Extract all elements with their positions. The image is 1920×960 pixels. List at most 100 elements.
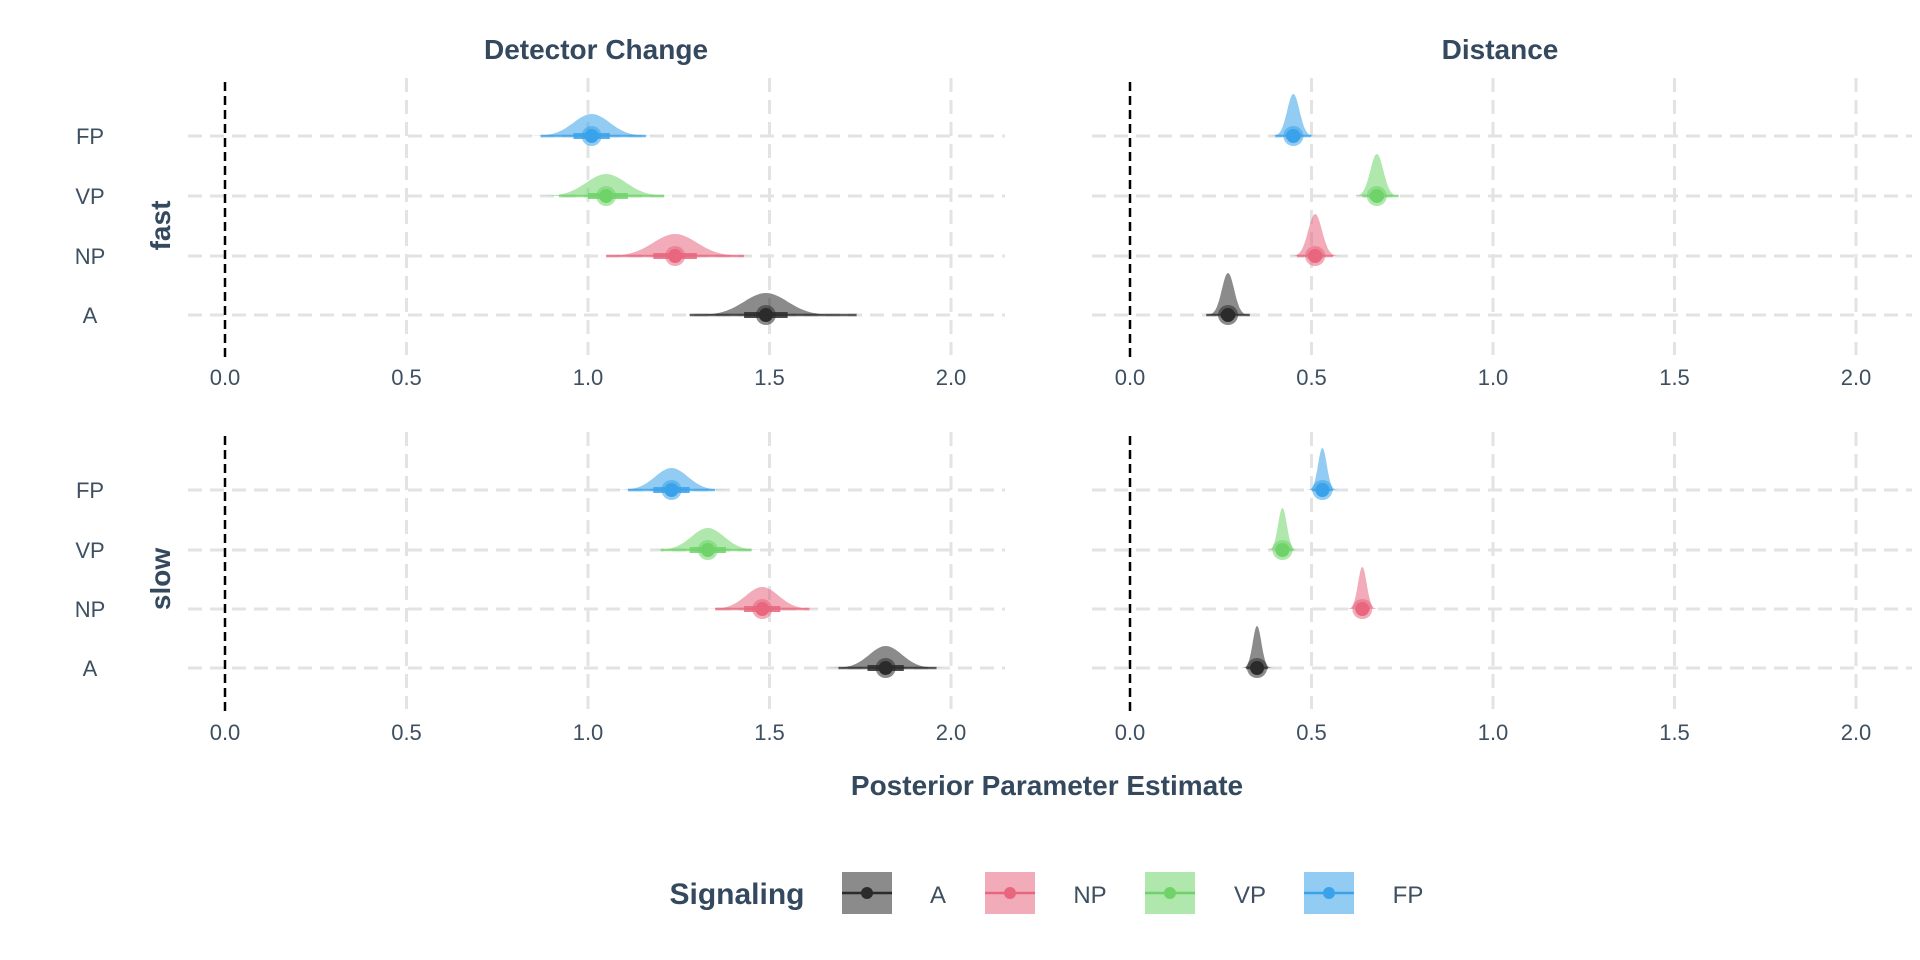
density-FP [1305, 448, 1340, 490]
density-NP [1287, 214, 1343, 256]
median-point-NP [668, 249, 683, 263]
halfeye-NP [588, 234, 763, 266]
halfeye-VP [1350, 154, 1403, 206]
panel-title-0: Detector Change [484, 34, 708, 65]
halfeye-A [1239, 626, 1275, 678]
chart-layer: Detector Change Distance fast slow FP VP NP A 0.… [75, 34, 1912, 914]
y-tick-label-NP: NP [75, 597, 106, 622]
legend-key-A [842, 872, 892, 914]
median-point-A [1221, 308, 1236, 322]
median-point-A [758, 308, 773, 322]
legend-point-NP [1004, 887, 1016, 899]
density-A [820, 646, 951, 668]
density-FP [606, 468, 737, 490]
x-tick-label-2.0: 2.0 [936, 720, 967, 745]
y-tick-label-VP: VP [75, 538, 104, 563]
y-tick-label-A: A [83, 303, 98, 328]
halfeye-FP [1268, 94, 1318, 146]
legend-label-A: A [930, 882, 946, 909]
density-FP [1268, 94, 1318, 136]
density-NP [696, 587, 828, 609]
x-tick-label-2.0: 2.0 [936, 365, 967, 390]
density-FP [519, 114, 665, 136]
density-VP [1350, 154, 1403, 196]
halfeye-NP [1344, 567, 1380, 619]
legend-point-FP [1323, 887, 1335, 899]
x-tick-label-0.0: 0.0 [1115, 720, 1146, 745]
x-tick-label-2.0: 2.0 [1841, 720, 1872, 745]
density-A [678, 293, 853, 315]
x-axis-title: Posterior Parameter Estimate [851, 770, 1243, 801]
median-point-VP [700, 543, 715, 557]
legend-key-VP [1145, 872, 1195, 914]
panel-fast-detector-change: FP VP NP A 0.0 0.5 1.0 1.5 2.0 [75, 78, 1005, 390]
density-VP [526, 174, 686, 196]
halfeye-FP [606, 468, 737, 500]
x-tick-label-0.5: 0.5 [1296, 720, 1327, 745]
legend-label-NP: NP [1073, 882, 1106, 909]
legend-point-A [861, 887, 873, 899]
legend-title: Signaling [670, 878, 805, 911]
halfeye-FP [1305, 448, 1340, 500]
panel-slow-distance: 0.0 0.5 1.0 1.5 2.0 [1092, 432, 1912, 745]
density-NP [1344, 567, 1380, 609]
median-point-VP [599, 189, 614, 203]
x-tick-label-2.0: 2.0 [1841, 365, 1872, 390]
x-tick-label-1.0: 1.0 [1478, 365, 1509, 390]
median-point-A [1250, 661, 1265, 675]
median-point-VP [1369, 189, 1384, 203]
halfeye-A [1203, 273, 1253, 325]
x-tick-label-1.5: 1.5 [754, 720, 785, 745]
x-tick-label-0.5: 0.5 [391, 720, 422, 745]
y-tick-label-NP: NP [75, 244, 106, 269]
halfeye-NP [1287, 214, 1343, 266]
panel-fast-distance: 0.0 0.5 1.0 1.5 2.0 [1092, 78, 1912, 390]
y-tick-label-FP: FP [76, 478, 104, 503]
x-tick-label-0.0: 0.0 [210, 720, 241, 745]
row-strip-slow: slow [145, 548, 176, 610]
x-tick-label-1.0: 1.0 [573, 365, 604, 390]
density-NP [588, 234, 763, 256]
legend-key-NP [985, 872, 1035, 914]
legend-label-FP: FP [1393, 882, 1424, 909]
y-tick-label-FP: FP [76, 124, 104, 149]
density-VP [642, 528, 774, 550]
median-point-FP [584, 129, 599, 143]
x-tick-label-1.5: 1.5 [1659, 720, 1690, 745]
y-tick-label-VP: VP [75, 184, 104, 209]
legend-point-VP [1164, 887, 1176, 899]
x-tick-label-0.5: 0.5 [391, 365, 422, 390]
median-point-A [878, 661, 893, 675]
median-point-NP [1308, 249, 1323, 263]
halfeye-NP [696, 587, 828, 619]
median-point-FP [1315, 483, 1330, 497]
median-point-NP [755, 602, 770, 616]
panel-slow-detector-change: FP VP NP A 0.0 0.5 1.0 1.5 2.0 [75, 432, 1005, 745]
x-tick-label-1.0: 1.0 [573, 720, 604, 745]
panel-title-1: Distance [1442, 34, 1559, 65]
halfeye-A [820, 646, 951, 678]
x-tick-label-0.5: 0.5 [1296, 365, 1327, 390]
halfeye-VP [1265, 508, 1300, 560]
median-point-VP [1275, 543, 1290, 557]
x-tick-label-1.5: 1.5 [1659, 365, 1690, 390]
density-A [1239, 626, 1275, 668]
halfeye-A [678, 293, 857, 325]
halfeye-FP [519, 114, 665, 146]
legend-label-VP: VP [1234, 882, 1266, 909]
row-strip-fast: fast [145, 201, 176, 251]
median-point-FP [664, 483, 679, 497]
x-tick-label-1.0: 1.0 [1478, 720, 1509, 745]
halfeye-VP [642, 528, 774, 560]
halfeye-VP [526, 174, 686, 206]
x-tick-label-1.5: 1.5 [754, 365, 785, 390]
density-VP [1265, 508, 1300, 550]
x-tick-label-0.0: 0.0 [210, 365, 241, 390]
median-point-FP [1286, 129, 1301, 143]
x-tick-label-0.0: 0.0 [1115, 365, 1146, 390]
y-tick-label-A: A [83, 656, 98, 681]
median-point-NP [1355, 602, 1370, 616]
density-A [1203, 273, 1253, 315]
